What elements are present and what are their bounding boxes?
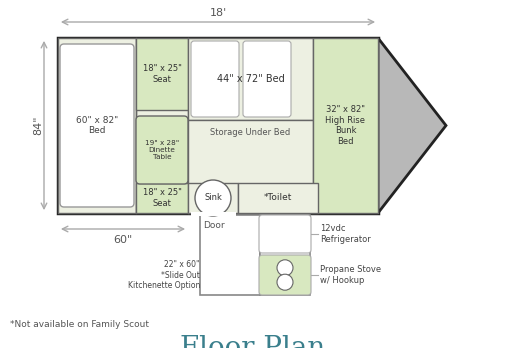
Text: 22" x 60"
*Slide Out
Kitchenette Option: 22" x 60" *Slide Out Kitchenette Option xyxy=(127,260,199,290)
FancyBboxPatch shape xyxy=(242,41,290,117)
FancyBboxPatch shape xyxy=(136,116,188,184)
Text: 60": 60" xyxy=(113,235,132,245)
Text: 60" x 82"
Bed: 60" x 82" Bed xyxy=(76,116,118,135)
Bar xyxy=(188,120,313,213)
Circle shape xyxy=(194,180,231,216)
Text: 18" x 25"
Seat: 18" x 25" Seat xyxy=(142,188,181,208)
Text: Propane Stove
w/ Hookup: Propane Stove w/ Hookup xyxy=(319,265,380,285)
Text: 18': 18' xyxy=(209,8,226,18)
Text: 32" x 82"
High Rise
Bunk
Bed: 32" x 82" High Rise Bunk Bed xyxy=(325,105,365,145)
Bar xyxy=(188,183,237,213)
Circle shape xyxy=(276,260,292,276)
Text: *Not available on Family Scout: *Not available on Family Scout xyxy=(10,320,148,329)
Bar xyxy=(190,212,235,216)
Bar xyxy=(58,38,377,213)
Bar xyxy=(136,183,188,213)
FancyBboxPatch shape xyxy=(190,41,238,117)
FancyBboxPatch shape xyxy=(259,255,311,295)
Text: 84": 84" xyxy=(33,116,43,135)
FancyBboxPatch shape xyxy=(60,44,134,207)
Bar xyxy=(199,215,260,295)
Polygon shape xyxy=(377,38,445,213)
Text: 12vdc
Refrigerator: 12vdc Refrigerator xyxy=(319,224,370,244)
Bar xyxy=(237,183,317,213)
Text: Door: Door xyxy=(203,221,224,230)
Text: *Toilet: *Toilet xyxy=(263,193,291,203)
Text: 44" x 72" Bed: 44" x 72" Bed xyxy=(216,74,284,84)
Bar xyxy=(313,38,377,213)
Bar xyxy=(188,38,313,120)
Text: 19" x 28"
Dinette
Table: 19" x 28" Dinette Table xyxy=(144,140,179,160)
Circle shape xyxy=(276,274,292,290)
FancyBboxPatch shape xyxy=(259,215,311,253)
Text: Sink: Sink xyxy=(204,193,222,203)
Text: 18" x 25"
Seat: 18" x 25" Seat xyxy=(142,64,181,84)
Bar xyxy=(58,38,136,213)
Bar xyxy=(260,215,310,295)
Text: Storage Under Bed: Storage Under Bed xyxy=(210,128,290,137)
Text: Floor Plan: Floor Plan xyxy=(180,335,325,348)
Bar xyxy=(136,38,188,110)
